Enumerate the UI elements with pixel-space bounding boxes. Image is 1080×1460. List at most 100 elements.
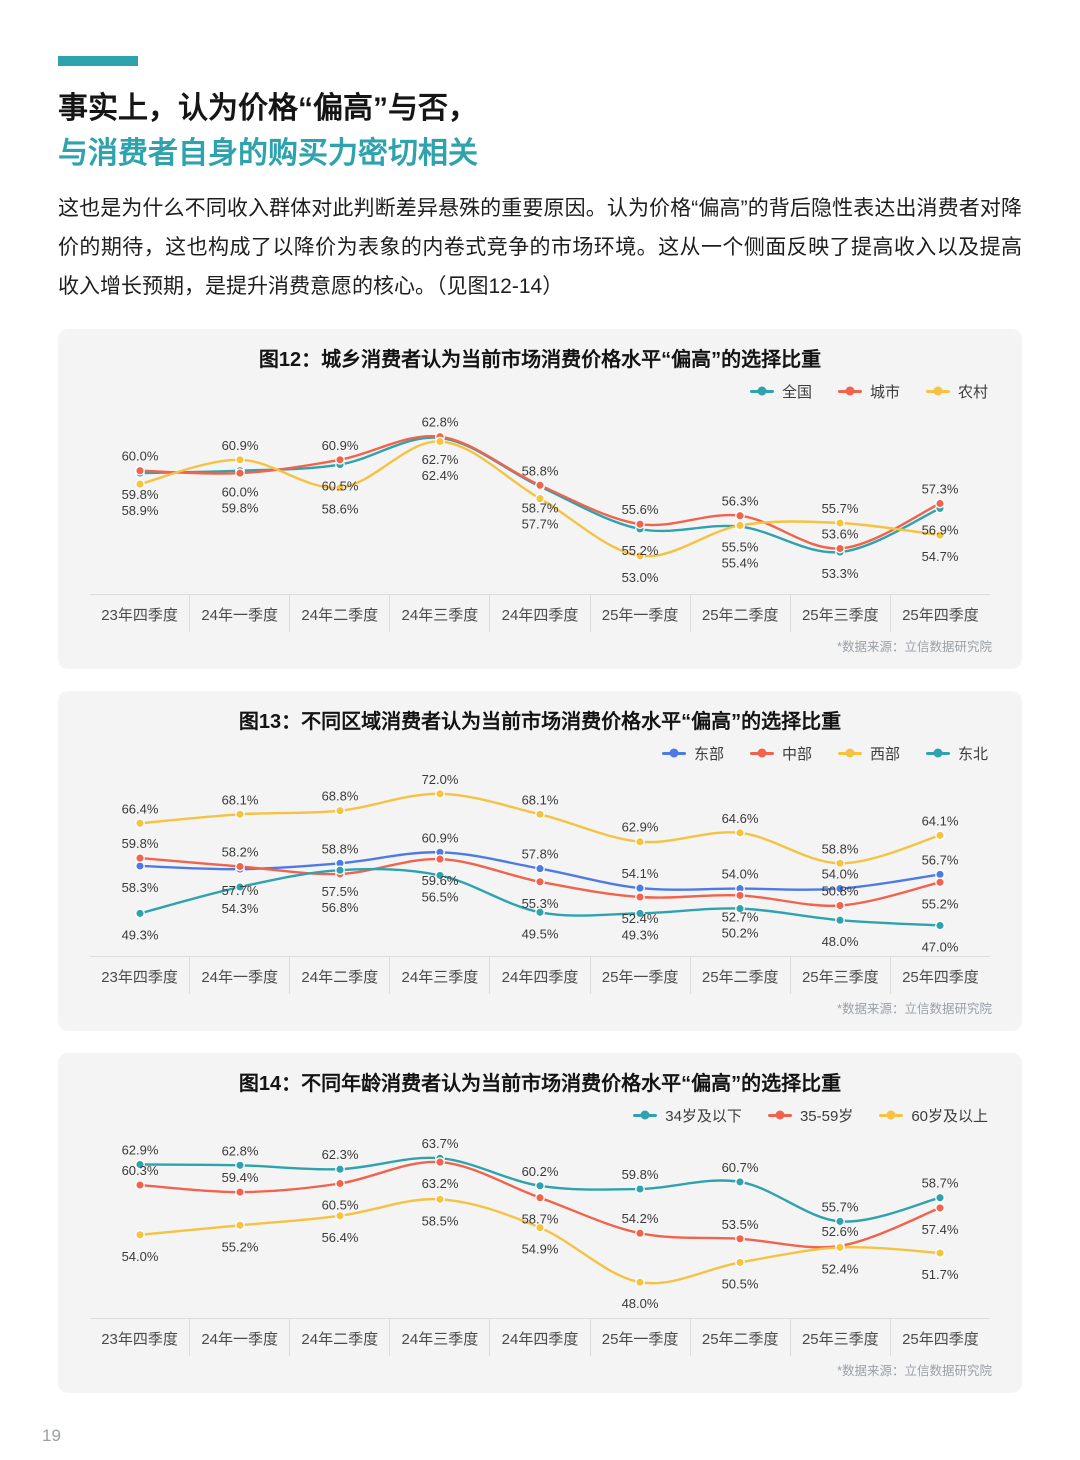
legend-label: 东部 <box>693 745 724 763</box>
heading-line-2: 与消费者自身的购买力密切相关 <box>58 137 478 170</box>
data-point <box>635 882 645 893</box>
data-point <box>835 1242 845 1252</box>
legend-marker-icon <box>767 1110 792 1120</box>
value-label: 62.4% <box>422 467 459 482</box>
x-axis-label: 25年一季度 <box>589 1318 690 1356</box>
data-point <box>235 1219 245 1230</box>
value-label: 50.2% <box>722 925 759 940</box>
value-label: 54.0% <box>722 866 759 881</box>
data-point <box>235 808 245 819</box>
data-point <box>535 1222 545 1233</box>
data-point <box>235 881 245 892</box>
data-point <box>335 1210 345 1221</box>
figure-14-source: *数据来源：立信数据研究院 <box>837 1363 992 1378</box>
value-label: 57.3% <box>922 481 959 496</box>
data-point <box>535 479 545 490</box>
value-label: 53.0% <box>622 569 659 584</box>
data-point <box>635 518 645 529</box>
value-label: 52.7% <box>722 909 759 924</box>
data-point <box>235 1159 245 1170</box>
x-axis-label: 25年二季度 <box>689 594 790 632</box>
x-axis-label: 24年三季度 <box>389 594 489 632</box>
value-label: 60.0% <box>222 484 259 499</box>
data-point <box>835 543 845 553</box>
data-point <box>835 883 845 893</box>
value-label: 60.2% <box>522 1163 559 1178</box>
data-point <box>835 900 845 910</box>
value-label: 52.6% <box>822 1223 859 1238</box>
data-point <box>735 890 745 900</box>
data-point <box>635 836 645 847</box>
data-point <box>735 1233 745 1244</box>
data-point <box>235 454 245 465</box>
value-label: 56.3% <box>722 493 759 508</box>
legend-label: 城市 <box>869 383 900 401</box>
value-label: 54.0% <box>122 1248 159 1263</box>
value-label: 57.7% <box>222 883 259 898</box>
value-label: 59.8% <box>622 1167 659 1182</box>
data-point <box>635 550 645 561</box>
value-label: 60.0% <box>122 448 159 463</box>
value-label: 48.0% <box>622 1296 659 1311</box>
value-label: 58.3% <box>122 880 159 895</box>
value-label: 55.5% <box>722 539 759 554</box>
value-label: 57.8% <box>522 846 559 861</box>
value-label: 54.9% <box>522 1241 559 1256</box>
data-point <box>435 1193 445 1204</box>
legend-item-3: 东北 <box>925 743 988 764</box>
data-point <box>335 482 345 493</box>
value-label: 55.7% <box>822 1199 859 1214</box>
data-point <box>935 1192 945 1203</box>
x-axis-label: 24年四季度 <box>489 1318 589 1356</box>
figure-14-x-axis: 23年四季度 24年一季度 24年二季度 24年三季度 24年四季度 25年一季度 25年二… <box>90 1317 990 1356</box>
value-label: 63.7% <box>422 1136 459 1151</box>
legend-label: 60岁及以上 <box>911 1107 988 1125</box>
data-point <box>135 817 145 828</box>
value-label: 60.9% <box>422 830 459 845</box>
figure-13-legend: 东部 中部 西部 东北 <box>86 743 988 764</box>
value-label: 63.2% <box>422 1176 459 1191</box>
data-point <box>935 498 945 508</box>
legend-label: 农村 <box>957 383 988 401</box>
data-point <box>635 908 645 918</box>
value-label: 55.2% <box>222 1239 259 1254</box>
report-page: 事实上，认为价格“偏高”与否， 与消费者自身的购买力密切相关 这也是为什么不同收… <box>58 56 1022 1393</box>
value-label: 55.7% <box>822 501 859 516</box>
value-label: 53.3% <box>822 566 859 581</box>
x-axis-label: 24年三季度 <box>389 1318 489 1356</box>
data-point <box>535 863 545 873</box>
data-point <box>935 1202 945 1213</box>
legend-marker-icon <box>837 748 862 758</box>
data-point <box>635 891 645 902</box>
legend-label: 34岁及以下 <box>665 1107 742 1125</box>
legend-item-0: 34岁及以下 <box>633 1105 742 1126</box>
legend-marker-icon <box>633 1110 658 1120</box>
page-title: 事实上，认为价格“偏高”与否， 与消费者自身的购买力密切相关 <box>58 86 1022 176</box>
heading-line-1: 事实上，认为价格“偏高”与否， <box>58 92 478 125</box>
legend-marker-icon <box>749 386 774 396</box>
data-point <box>935 1247 945 1258</box>
title-accent-bar <box>58 56 138 66</box>
value-label: 60.9% <box>322 437 359 452</box>
x-axis-label: 25年二季度 <box>689 956 790 994</box>
figure-14-title: 图14：不同年龄消费者认为当前市场消费价格水平“偏高”的选择比重 <box>238 1072 842 1095</box>
value-label: 52.4% <box>622 911 659 926</box>
x-axis-label: 25年一季度 <box>589 594 690 632</box>
value-label: 54.0% <box>822 866 859 881</box>
data-point <box>435 870 445 880</box>
value-label: 60.5% <box>322 478 359 493</box>
value-label: 58.9% <box>122 503 159 518</box>
value-label: 58.2% <box>222 844 259 859</box>
value-label: 55.6% <box>622 502 659 517</box>
x-axis-label: 25年一季度 <box>589 956 690 994</box>
data-point <box>635 1183 645 1194</box>
value-label: 58.7% <box>522 1211 559 1226</box>
data-point <box>435 853 445 864</box>
legend-label: 35-59岁 <box>799 1107 854 1125</box>
x-axis-label: 25年四季度 <box>889 956 990 994</box>
data-point <box>935 869 945 879</box>
value-label: 53.5% <box>722 1216 759 1231</box>
legend-marker-icon <box>925 748 950 758</box>
value-label: 58.8% <box>522 463 559 478</box>
line-chart-plot: 62.9% 60.3% 54.0% 62.8% 59.4% 55.2% 62.3% 60.5%… <box>122 1136 959 1311</box>
